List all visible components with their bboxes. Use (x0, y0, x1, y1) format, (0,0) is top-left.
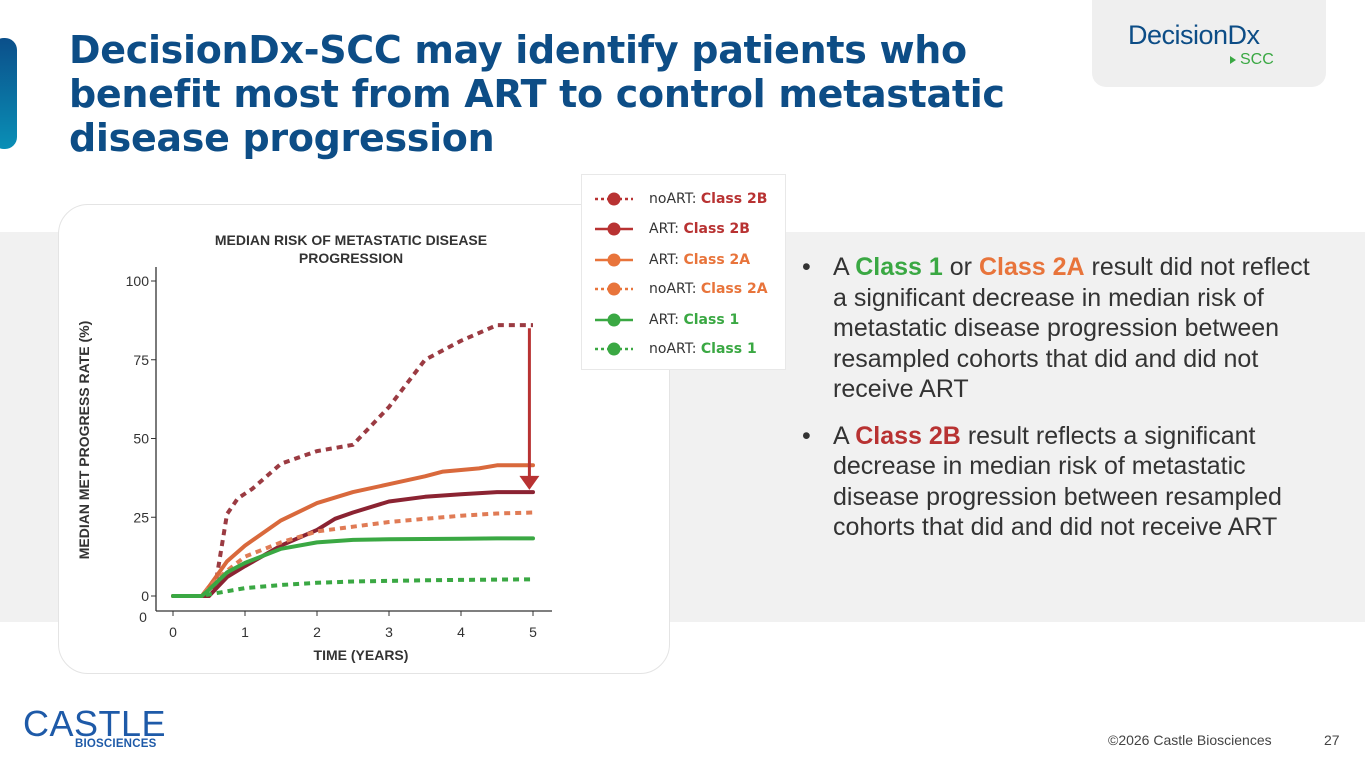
class1-highlight: Class 1 (855, 253, 943, 281)
legend-item: noART: Class 2B (592, 188, 782, 210)
chart-legend: noART: Class 2B ART: Class 2B ART: Class… (581, 174, 786, 370)
x-tick-label: 5 (529, 624, 537, 640)
legend-swatch-marker (607, 342, 621, 356)
legend-swatch-marker (607, 192, 621, 206)
legend-item: ART: Class 1 (592, 309, 782, 331)
legend-label: noART: Class 2B (649, 191, 768, 207)
legend-swatch (595, 253, 633, 267)
legend-item: noART: Class 1 (592, 338, 782, 360)
chart: MEDIAN RISK OF METASTATIC DISEASE PROGRE… (76, 232, 552, 663)
series-line (171, 490, 535, 598)
origin-label: 0 (139, 609, 147, 625)
difference-arrow-head (519, 475, 540, 490)
legend-swatch-marker (607, 282, 621, 296)
bullet-list: • A Class 1 or Class 2A result did not r… (800, 252, 1330, 559)
castle-logo-sub: BIOSCIENCES (75, 738, 157, 750)
class2b-highlight: Class 2B (855, 421, 961, 450)
legend-swatch (595, 282, 633, 296)
y-axis-label: MEDIAN MET PROGRESS RATE (%) (76, 321, 92, 560)
chart-title-line-1: MEDIAN RISK OF METASTATIC DISEASE (215, 232, 487, 248)
bullet-dot: • (802, 253, 811, 281)
page-number: 27 (1324, 732, 1340, 748)
series-line (173, 577, 534, 598)
series-line (173, 323, 533, 598)
legend-label: ART: Class 1 (649, 312, 740, 328)
x-tick-label: 0 (169, 624, 177, 640)
legend-item: ART: Class 2A (592, 249, 782, 271)
y-tick-label: 75 (133, 352, 149, 368)
legend-swatch (595, 192, 633, 206)
x-tick-label: 2 (313, 624, 321, 640)
y-tick-label: 0 (141, 588, 149, 604)
legend-label: noART: Class 1 (649, 341, 757, 357)
x-tick-label: 4 (457, 624, 465, 640)
accent-tab (0, 38, 17, 149)
castle-biosciences-logo: CASTLE BIOSCIENCES (23, 704, 173, 754)
legend-swatch-marker (607, 253, 621, 267)
bullet-item: • A Class 1 or Class 2A result did not r… (802, 253, 1310, 403)
series-layer (171, 323, 535, 598)
legend-swatch-marker (607, 313, 621, 327)
x-axis-label: TIME (YEARS) (314, 647, 409, 663)
annotation-layer (519, 328, 540, 490)
series-line (171, 536, 535, 598)
legend-swatch (595, 313, 633, 327)
y-tick-label: 50 (133, 431, 149, 447)
x-tick-label: 1 (241, 624, 249, 640)
play-icon (1230, 56, 1236, 64)
logo-main-text: DecisionDx (1128, 20, 1260, 50)
bullet-item: • A Class 2B result reflects a significa… (802, 421, 1282, 542)
castle-logo-main: CASTLE (23, 703, 167, 744)
class2a-highlight: Class 2A (978, 253, 1085, 281)
x-tick-label: 3 (385, 624, 393, 640)
logo-sub-text: SCC (1240, 51, 1274, 68)
copyright-footer: ©2026 Castle Biosciences (1108, 732, 1272, 748)
legend-label: noART: Class 2A (649, 281, 768, 297)
legend-item: noART: Class 2A (592, 278, 782, 300)
legend-label: ART: Class 2B (649, 221, 750, 237)
y-tick-label: 100 (126, 273, 150, 289)
slide-title: DecisionDx-SCC may identify patients who… (69, 28, 1005, 160)
decisiondx-logo: DecisionDx SCC (1092, 0, 1326, 87)
chart-title-line-2: PROGRESSION (299, 250, 403, 266)
legend-swatch-marker (607, 222, 621, 236)
y-tick-label: 25 (133, 509, 149, 525)
bullet-dot: • (802, 421, 811, 450)
legend-swatch (595, 342, 633, 356)
legend-item: ART: Class 2B (592, 218, 782, 240)
series-line (171, 463, 535, 598)
legend-swatch (595, 222, 633, 236)
chart-card: MEDIAN RISK OF METASTATIC DISEASE PROGRE… (58, 204, 670, 674)
legend-label: ART: Class 2A (649, 252, 751, 268)
series-line (173, 510, 534, 598)
